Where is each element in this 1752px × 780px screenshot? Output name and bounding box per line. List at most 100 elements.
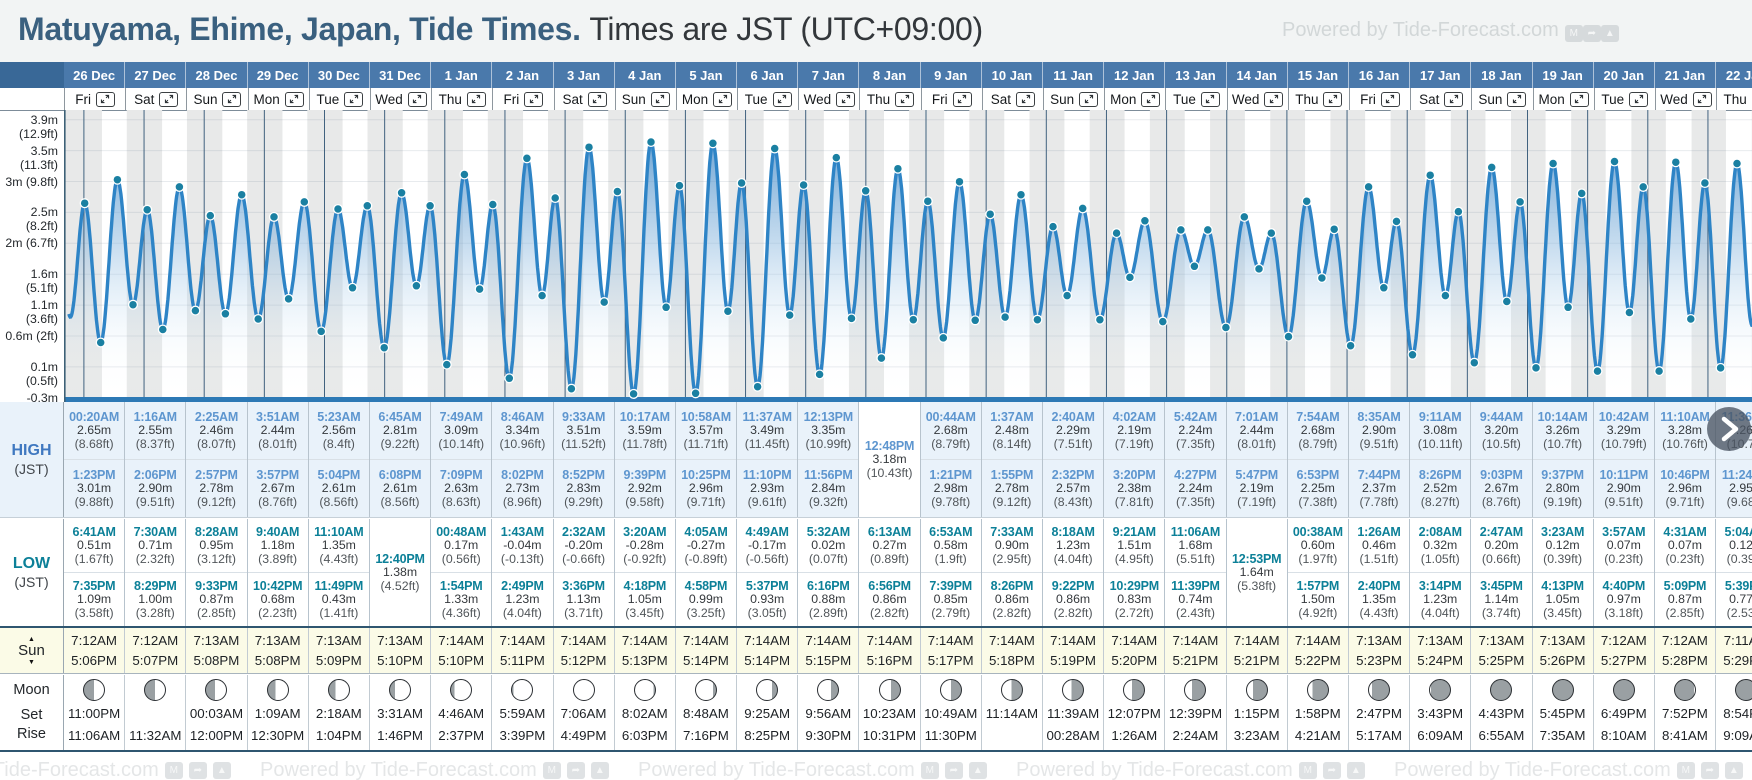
expand-day-button[interactable] bbox=[1692, 91, 1712, 107]
tide-height-ft: (2.72ft) bbox=[1114, 605, 1154, 620]
weekday-cell: Sat bbox=[555, 88, 616, 110]
expand-day-button[interactable] bbox=[1380, 91, 1400, 107]
tide-height-m: 2.56m bbox=[321, 422, 356, 437]
expand-day-button[interactable] bbox=[1200, 91, 1220, 107]
expand-day-button[interactable] bbox=[1629, 91, 1649, 107]
tide-entry: 9:21AM 1.51m (4.95ft) bbox=[1104, 519, 1164, 572]
high-tide-dot bbox=[922, 196, 933, 207]
expand-day-button[interactable] bbox=[836, 91, 856, 107]
high-tide-dot bbox=[1425, 170, 1436, 181]
tide-height-m: 2.61m bbox=[321, 480, 356, 495]
tide-height-ft: (7.19ft) bbox=[1114, 436, 1154, 451]
tide-height-ft: (8.01ft) bbox=[258, 436, 298, 451]
expand-day-button[interactable] bbox=[952, 91, 972, 107]
tide-time: 11:39PM bbox=[1171, 578, 1220, 593]
expand-day-button[interactable] bbox=[772, 91, 792, 107]
weekday-cell: Thu bbox=[860, 88, 922, 110]
moon-phase-icon bbox=[83, 679, 106, 701]
expand-day-button[interactable] bbox=[1016, 91, 1036, 107]
sun-times-cell: 7:13AM 5:23PM bbox=[1349, 628, 1411, 673]
expand-day-button[interactable] bbox=[344, 91, 364, 107]
expand-day-button[interactable] bbox=[95, 91, 115, 107]
high-tide-dot bbox=[1202, 224, 1213, 235]
expand-day-button[interactable] bbox=[159, 91, 179, 107]
tide-time: 1:55PM bbox=[990, 467, 1034, 482]
expand-day-button[interactable] bbox=[1079, 91, 1099, 107]
watermark-text: Powered by Tide-Forecast.com bbox=[1282, 19, 1559, 41]
date-cell: 29 Dec bbox=[248, 62, 309, 88]
tide-height-m: 0.86m bbox=[994, 591, 1029, 606]
tide-time: 8:26PM bbox=[1418, 467, 1462, 482]
weekday-cell: Sat bbox=[126, 88, 188, 110]
moon-cell: 1:15PM 3:23AM bbox=[1227, 675, 1288, 750]
tide-entry: 3:36PM 1.13m (3.71ft) bbox=[553, 572, 614, 626]
expand-day-button[interactable] bbox=[466, 91, 486, 107]
tide-time: 10:25PM bbox=[681, 467, 731, 482]
expand-day-button[interactable] bbox=[713, 91, 733, 107]
high-tide-dot bbox=[892, 163, 903, 174]
tide-height-m: 2.83m bbox=[566, 480, 601, 495]
tide-time: 7:35PM bbox=[72, 578, 116, 593]
high-tide-dot bbox=[769, 143, 780, 154]
expand-day-button[interactable] bbox=[895, 91, 915, 107]
low-tz-label: (JST) bbox=[14, 574, 49, 590]
tide-height-m: 1.35m bbox=[1361, 591, 1397, 606]
expand-day-button[interactable] bbox=[1444, 91, 1464, 107]
expand-day-button[interactable] bbox=[1264, 91, 1284, 107]
sunrise-time: 7:13AM bbox=[254, 632, 301, 648]
tide-height-m: 1.35m bbox=[321, 537, 356, 552]
tide-height-ft: (0.39ft) bbox=[1726, 551, 1752, 566]
y-axis-label: 1.6m (5.1ft) bbox=[25, 267, 58, 296]
low-label: LOW bbox=[12, 555, 51, 572]
weekday-label: Tue bbox=[316, 91, 340, 107]
tide-height-m: 1.05m bbox=[1545, 591, 1580, 606]
expand-day-button[interactable] bbox=[407, 91, 427, 107]
weekday-cell: Fri bbox=[493, 88, 555, 110]
expand-day-button[interactable] bbox=[1507, 91, 1527, 107]
tide-entry: 10:14AM 3.26m (10.7ft) bbox=[1533, 402, 1593, 459]
tide-height-m: 2.19m bbox=[1117, 422, 1152, 437]
expand-day-button[interactable] bbox=[222, 91, 242, 107]
tide-height-m: 0.85m bbox=[933, 591, 968, 606]
tide-time: 4:58PM bbox=[684, 578, 728, 593]
expand-day-button[interactable] bbox=[1141, 91, 1161, 107]
moonrise-time: 5:17AM bbox=[1356, 728, 1402, 743]
watermark-badge: M bbox=[920, 762, 939, 779]
tide-height-m: 0.86m bbox=[872, 591, 907, 606]
expand-day-button[interactable] bbox=[524, 91, 544, 107]
expand-day-button[interactable] bbox=[284, 91, 304, 107]
expand-day-button[interactable] bbox=[587, 91, 607, 107]
weekday-cell: Wed bbox=[1656, 88, 1718, 110]
tide-time: 6:41AM bbox=[72, 524, 116, 539]
tide-entry: 4:18PM 1.05m (3.45ft) bbox=[614, 572, 675, 626]
weekday-label: Wed bbox=[1660, 91, 1688, 107]
next-page-button[interactable] bbox=[1707, 407, 1751, 451]
expand-day-button[interactable] bbox=[1569, 91, 1589, 107]
sunset-time: 5:08PM bbox=[193, 652, 240, 668]
tide-entry: 8:52PM 2.83m (9.29ft) bbox=[553, 459, 614, 517]
tide-height-ft: (-0.13ft) bbox=[500, 551, 544, 566]
high-tide-cell: 10:42AM 3.29m (10.79ft) 10:11PM 2.90m (9.51ft… bbox=[1593, 402, 1655, 517]
sunrise-sunset-row: ▲ Sun ▼ 7:12AM 5:06PM 7:12AM 5:07PM 7:13AM 5:… bbox=[0, 626, 1752, 674]
watermark-bottom: Powered by Tide-Forecast.com M ➦ ▲ bbox=[1394, 759, 1743, 780]
expand-day-button[interactable] bbox=[1323, 91, 1343, 107]
tide-entry: 00:20AM 2.65m (8.68ft) bbox=[64, 402, 124, 459]
high-tide-dot bbox=[1301, 196, 1312, 207]
low-tide-dot bbox=[566, 383, 577, 394]
low-tide-cell: 12:40PM 1.38m (4.52ft) bbox=[369, 519, 432, 626]
sunrise-time: 7:13AM bbox=[193, 632, 240, 648]
tide-time: 6:16PM bbox=[807, 578, 850, 593]
tide-entry: 1:54PM 1.33m (4.36ft) bbox=[431, 572, 492, 626]
tide-entry: 00:48AM 0.17m (0.56ft) bbox=[431, 519, 491, 572]
tide-height-m: 1.13m bbox=[566, 591, 601, 606]
expand-icon bbox=[1512, 94, 1522, 104]
tide-height-ft: (9.51ft) bbox=[1359, 436, 1399, 451]
tide-height-ft: (9.51ft) bbox=[135, 494, 175, 509]
tide-height-ft: (9.12ft) bbox=[992, 494, 1032, 509]
moonset-time: 5:45PM bbox=[1539, 706, 1586, 721]
expand-day-button[interactable] bbox=[650, 91, 670, 107]
weekday-label: Mon bbox=[1538, 91, 1565, 107]
tide-time: 1:23PM bbox=[72, 467, 116, 482]
high-tide-cell: 2:25AM 2.46m (8.07ft) 2:57PM 2.78m (9.12ft) bbox=[186, 402, 248, 517]
high-label: HIGH bbox=[11, 442, 52, 459]
